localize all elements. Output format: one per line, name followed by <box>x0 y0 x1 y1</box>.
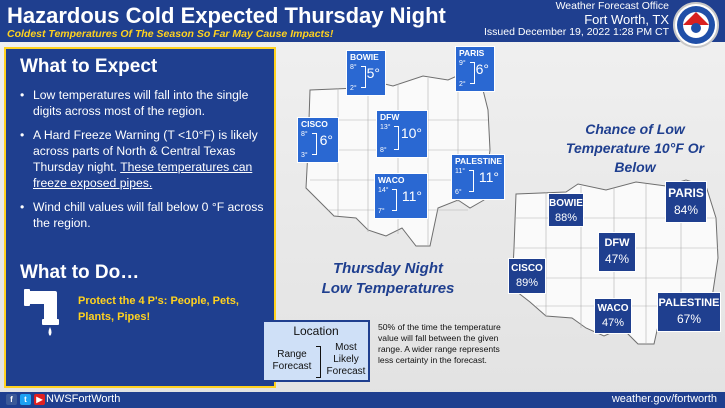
range-low: 6° <box>455 189 462 196</box>
website-link[interactable]: weather.gov/fortworth <box>611 393 717 405</box>
low-temp-caption: Thursday Night Low Temperatures <box>321 260 455 297</box>
info-panel: What to Expect Low temperatures will fal… <box>4 47 276 388</box>
legend-box: Location Range Forecast Most Likely Fore… <box>262 320 370 382</box>
office-info: Weather Forecast Office Fort Worth, TX I… <box>483 0 669 38</box>
low-temp-box-waco: WACO 14° 11° 7° <box>374 173 428 219</box>
chance-value: 84% <box>673 203 699 217</box>
legend-bracket <box>316 346 321 378</box>
range-high: 11° <box>455 168 466 175</box>
page-title: Hazardous Cold Expected Thursday Night <box>7 3 446 28</box>
range-bracket <box>470 62 475 84</box>
site-name: BOWIE <box>350 52 379 62</box>
range-high: 13° <box>380 124 391 131</box>
chance-value: 67% <box>676 312 702 326</box>
site-name: WACO <box>597 303 629 314</box>
chance-value: 88% <box>554 212 578 224</box>
chance-box-cisco: CISCO 89% <box>508 258 546 294</box>
range-high: 8° <box>301 131 308 138</box>
bullet-text: Low temperatures will fall into the sing… <box>33 88 249 118</box>
chance-box-bowie: BOWIE 88% <box>548 193 584 227</box>
range-bracket <box>312 133 317 155</box>
youtube-icon[interactable]: ▶ <box>34 394 45 405</box>
chance-box-waco: WACO 47% <box>594 298 632 334</box>
range-low: 2° <box>459 81 466 88</box>
issued-time: Issued December 19, 2022 1:28 PM CT <box>483 25 669 38</box>
chance-box-dfw: DFW 47% <box>598 232 636 272</box>
legend-title: Location <box>293 324 339 338</box>
legend-most-likely-label: Most Likely Forecast <box>326 342 366 377</box>
low-temp-box-paris: PARIS 9° 6° 2° <box>455 46 495 92</box>
header-bar: Hazardous Cold Expected Thursday Night C… <box>0 0 725 48</box>
site-name: PALESTINE <box>658 297 720 309</box>
protect-text: Protect the 4 P's: People, Pets, Plants,… <box>78 295 239 323</box>
low-temp-box-palestine: PALESTINE 11° 11° 6° <box>451 154 505 200</box>
what-to-do-heading: What to Do… <box>20 262 140 283</box>
range-bracket <box>361 66 366 88</box>
range-high: 14° <box>378 187 389 194</box>
page-subtitle: Coldest Temperatures Of The Season So Fa… <box>7 28 334 40</box>
range-low: 7° <box>378 208 385 215</box>
list-item: Low temperatures will fall into the sing… <box>20 87 272 119</box>
likely-value: 6° <box>319 132 333 148</box>
low-temp-box-dfw: DFW 13° 10° 8° <box>376 110 428 158</box>
pipe-icon <box>24 287 70 339</box>
bullet-text: A Hard Freeze Warning (T <10°F) is likel… <box>33 128 258 174</box>
site-name: PARIS <box>459 48 485 58</box>
bullet-text: Wind chill values will fall below 0 °F a… <box>33 200 264 230</box>
nws-logo-icon <box>673 2 719 48</box>
twitter-icon[interactable]: t <box>20 394 31 405</box>
chance-box-paris: PARIS 84% <box>665 181 707 223</box>
expect-list: Low temperatures will fall into the sing… <box>20 87 272 239</box>
chance-box-palestine: PALESTINE 67% <box>657 292 721 332</box>
site-name: CISCO <box>511 263 543 274</box>
site-name: CISCO <box>301 119 328 129</box>
site-name: DFW <box>604 237 630 249</box>
likely-value: 5° <box>366 65 380 81</box>
chance-value: 47% <box>604 252 630 266</box>
office-name: Weather Forecast Office <box>555 0 669 12</box>
site-name: BOWIE <box>549 198 583 209</box>
site-name: WACO <box>378 175 405 185</box>
list-item: A Hard Freeze Warning (T <10°F) is likel… <box>20 127 272 191</box>
office-location: Fort Worth, TX <box>584 11 669 27</box>
range-bracket <box>392 189 397 211</box>
legend-range-label: Range Forecast <box>272 349 312 372</box>
likely-value: 10° <box>400 125 422 141</box>
range-low: 2° <box>350 85 357 92</box>
footer-bar: f t ▶ NWSFortWorth weather.gov/fortworth <box>0 392 725 408</box>
list-item: Wind chill values will fall below 0 °F a… <box>20 199 272 231</box>
range-bracket <box>394 126 399 150</box>
chance-caption: Chance of Low Temperature 10°F Or Below <box>565 121 705 175</box>
what-to-expect-heading: What to Expect <box>20 56 158 77</box>
range-low: 8° <box>380 147 387 154</box>
range-low: 3° <box>301 152 308 159</box>
likely-value: 11° <box>401 188 422 204</box>
low-temp-box-cisco: CISCO 8° 6° 3° <box>297 117 339 163</box>
facebook-icon[interactable]: f <box>6 394 17 405</box>
chance-value: 89% <box>515 277 539 289</box>
likely-value: 11° <box>478 169 499 185</box>
range-high: 8° <box>350 64 357 71</box>
legend-note: 50% of the time the temperature value wi… <box>378 322 501 365</box>
low-temp-box-bowie: BOWIE 8° 5° 2° <box>346 50 386 96</box>
chance-value: 47% <box>601 317 625 329</box>
site-name: DFW <box>380 112 400 122</box>
bullet-underlined-text: These temperatures can freeze exposed pi… <box>33 160 253 190</box>
range-high: 9° <box>459 60 466 67</box>
site-name: PALESTINE <box>455 156 503 166</box>
range-bracket <box>469 170 474 192</box>
site-name: PARIS <box>668 186 704 200</box>
likely-value: 6° <box>475 61 489 77</box>
social-handle[interactable]: NWSFortWorth <box>46 393 121 405</box>
